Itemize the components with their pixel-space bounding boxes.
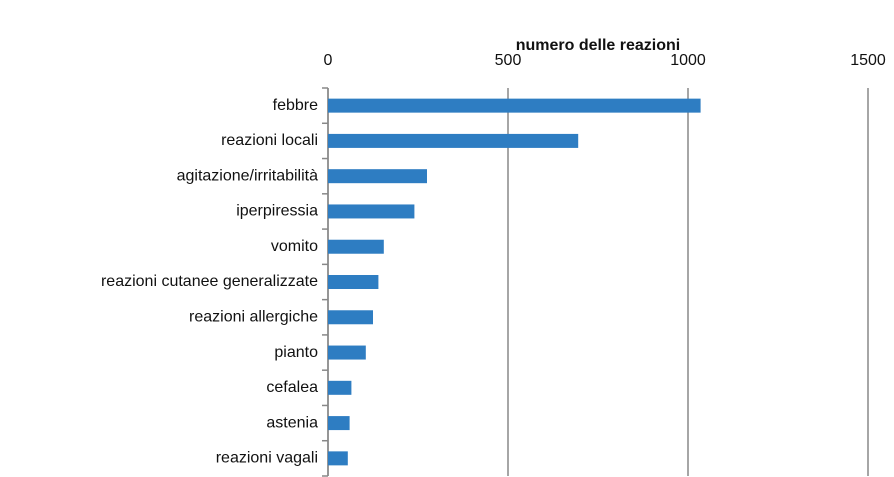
y-tick-label: febbre (273, 97, 318, 114)
bar (328, 169, 427, 184)
y-tick-label: reazioni cutanee generalizzate (101, 273, 318, 290)
x-tick-label: 1500 (850, 52, 886, 69)
bar (328, 275, 379, 289)
y-tick-label: pianto (274, 344, 318, 361)
y-tick-label: agitazione/irritabilità (177, 167, 319, 184)
bar (328, 380, 352, 395)
bar (328, 416, 350, 431)
x-tick-label: 0 (324, 52, 333, 69)
x-tick-label: 1000 (670, 52, 706, 69)
y-tick-label: vomito (271, 238, 318, 255)
x-tick-label: 500 (495, 52, 522, 69)
y-tick-label: reazioni allergiche (189, 308, 318, 325)
axis-title: numero delle reazioni (516, 37, 680, 54)
bar (328, 98, 701, 113)
bar (328, 345, 366, 360)
bar (328, 204, 415, 219)
y-tick-label: reazioni locali (221, 132, 318, 149)
y-tick-label: iperpiressia (236, 203, 318, 220)
y-tick-label: cefalea (266, 379, 318, 396)
bar (328, 451, 348, 466)
y-tick-label: astenia (266, 414, 318, 431)
bar (328, 133, 579, 148)
y-tick-label: reazioni vagali (216, 450, 318, 467)
bar (328, 239, 384, 254)
bar (328, 310, 373, 325)
